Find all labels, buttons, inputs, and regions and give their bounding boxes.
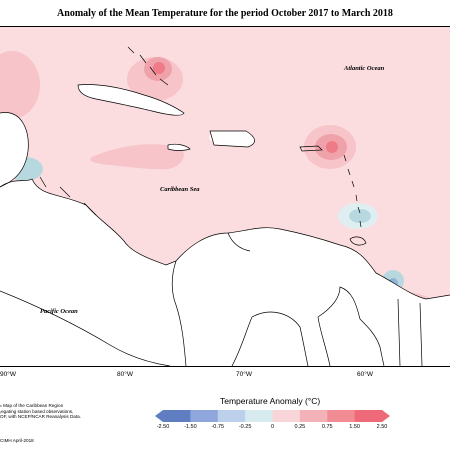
lon-label-90w: 90°W	[0, 371, 16, 378]
land-masses	[0, 84, 450, 366]
color-legend	[155, 409, 390, 429]
coast-maracaibo	[227, 232, 251, 252]
coast-lesser-antilles	[343, 154, 362, 228]
border-venezuela-brazil	[231, 311, 309, 366]
legend-tick-label: 0	[270, 424, 275, 430]
legend-tick-label: 2.50	[376, 424, 388, 430]
legend-tick-label: -1.50	[184, 424, 197, 430]
caribbean-sea-label: Caribbean Sea	[160, 186, 200, 193]
lon-label-60w: 60°W	[357, 371, 373, 378]
cool-core-windward	[349, 209, 371, 223]
border-central-america	[39, 176, 97, 216]
legend-tick-label: -2.50	[156, 424, 170, 430]
legend-arrow-high	[382, 410, 390, 422]
border-guyana	[317, 286, 385, 366]
legend-tick-label: 0.75	[321, 424, 333, 430]
land-yucatan	[0, 112, 29, 187]
legend-tick-label: -0.25	[238, 424, 252, 430]
coast-bahamas	[127, 46, 169, 86]
legend-swatch	[217, 410, 246, 422]
legend-tick-label: 0.25	[294, 424, 306, 430]
legend-title: Temperature Anomaly (°C)	[220, 396, 321, 406]
coast-cuba	[77, 84, 185, 116]
legend-swatch	[245, 410, 273, 422]
land-jamaica	[168, 144, 190, 151]
map-notes: ₙ Map of the Caribbean Region ᵣegating s…	[0, 403, 81, 420]
coast-mainland	[0, 178, 450, 300]
coast-puerto-rico	[299, 145, 323, 152]
legend-swatch	[354, 410, 383, 422]
legend-swatch	[190, 410, 219, 422]
pacific-ocean-label: Pacific Ocean	[40, 308, 78, 315]
coast-trinidad	[349, 236, 367, 246]
legend-tick-label: -0.75	[211, 424, 225, 430]
land-hispaniola-west	[210, 131, 255, 147]
warm-patch-gulf	[0, 51, 40, 119]
legend-swatch	[163, 410, 191, 422]
legend-tick-label: 1.50	[349, 424, 360, 430]
land-cuba	[78, 84, 184, 116]
coast-jamaica	[167, 143, 191, 151]
map-svg: Atlantic Ocean Caribbean Sea Pacific Oce…	[0, 27, 450, 366]
legend-swatch	[327, 410, 356, 422]
legend-swatch	[299, 410, 328, 422]
map-title: Anomaly of the Mean Temperature for the …	[57, 8, 393, 19]
lon-label-70w: 70°W	[236, 371, 252, 378]
legend-arrow-low	[155, 410, 163, 422]
warm-patch-caribbean	[90, 144, 184, 170]
border-suriname	[397, 298, 423, 366]
coast-yucatan	[0, 112, 29, 188]
warm-peak-puerto-rico	[326, 141, 338, 153]
anomaly-map: Atlantic Ocean Caribbean Sea Pacific Oce…	[0, 26, 450, 367]
land-south-america-interior	[172, 250, 450, 366]
coast-hispaniola	[209, 130, 255, 148]
coast-pacific	[0, 290, 171, 366]
legend-colorbar	[155, 410, 390, 422]
coastlines	[0, 46, 450, 366]
lon-label-80w: 80°W	[117, 371, 133, 378]
atlantic-ocean-label: Atlantic Ocean	[343, 65, 385, 72]
warm-peak-bahamas	[153, 62, 165, 74]
legend-swatch	[272, 410, 301, 422]
border-colombia	[171, 260, 187, 366]
map-credit: CIMH April-2018	[0, 438, 34, 443]
